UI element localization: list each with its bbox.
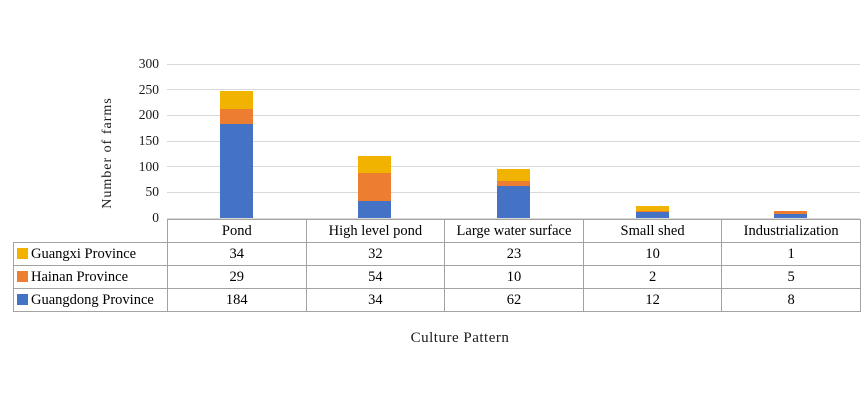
table-value-cell: 34 [305,288,446,312]
table-value-cell: 10 [582,242,723,266]
legend-label: Guangxi Province [31,245,137,262]
x-axis-title: Culture Pattern [410,330,510,346]
y-tick-label-250: 250 [138,81,159,97]
table-value-cell: 8 [721,288,861,312]
table-header-cell-industrialization: Industrialization [721,219,861,243]
legend-swatch-icon [17,293,28,305]
legend-cell-guangdong-province: Guangdong Province [13,288,168,312]
data-table: Pond High level pond Large water surface Sm… [13,219,861,312]
table-value-cell: 32 [305,242,446,266]
y-tick-label-200: 200 [138,107,159,123]
bar-segment-hainan-province [497,181,530,187]
y-tick-label-50: 50 [145,184,160,200]
bar-segment-guangdong-province [219,123,253,218]
gridline-y-150 [167,140,860,142]
table-value-cell: 1 [721,242,861,266]
bar-small-shed [635,205,669,218]
bar-segment-guangdong-province [774,213,808,218]
table-value-cell: 10 [444,265,584,289]
bar-segment-guangdong-province [358,200,392,218]
table-header-cell-high-level-pond: High level pond [305,219,446,243]
bar-pond [219,91,253,218]
gridline-y-200 [167,114,860,116]
table-header-cell-pond: Pond [167,219,307,243]
table-header-cell-small-shed: Small shed [582,219,723,243]
table-row-guangxi-province: Guangxi Province 34 32 23 10 1 [13,242,861,266]
table-value-cell: 34 [167,242,307,266]
table-header-row: Pond High level pond Large water surface Sm… [14,219,861,243]
table-header-cell-large-water-surface: Large water surface [444,219,584,243]
bar-large-water-surface [497,169,530,218]
bar-industrialization [774,210,808,218]
bar-segment-guangxi-province [358,156,392,173]
gridline-y-0 [167,217,860,219]
bar-segment-guangdong-province [497,186,530,218]
legend-swatch-icon [17,247,28,259]
table-value-cell: 184 [167,288,307,312]
table-value-cell: 54 [305,265,446,289]
table-value-cell: 29 [167,265,307,289]
table-value-cell: 62 [444,288,584,312]
bar-segment-hainan-province [774,211,808,214]
table-value-cell: 12 [582,288,723,312]
table-row-guangdong-province: Guangdong Province 184 34 62 12 8 [13,288,861,312]
y-tick-label-150: 150 [138,133,159,148]
legend-cell-hainan-province: Hainan Province [13,265,168,289]
y-tick-label-300: 300 [138,56,159,71]
y-tick-label-100: 100 [138,158,159,174]
bar-segment-guangxi-province [497,169,530,182]
legend-label: Hainan Province [31,268,129,285]
table-row-hainan-province: Hainan Province 29 54 10 2 5 [13,265,861,289]
table-value-cell: 23 [444,242,584,266]
y-tick-label-0: 0 [152,210,159,225]
bar-segment-hainan-province [635,210,669,212]
bar-segment-hainan-province [219,108,253,124]
bar-high-level-pond [358,156,392,218]
gridline-y-250 [167,89,860,91]
bar-segment-guangxi-province [774,210,808,212]
bar-segment-guangdong-province [635,211,669,218]
legend-label: Guangdong Province [31,291,154,308]
gridline-y-100 [167,166,860,168]
bar-segment-guangxi-province [219,91,253,109]
bar-segment-guangxi-province [635,205,669,211]
bar-segment-hainan-province [358,172,392,201]
table-value-cell: 5 [721,265,861,289]
legend-swatch-icon [17,270,28,282]
legend-cell-guangxi-province: Guangxi Province [13,242,168,266]
gridline-y-300 [167,63,860,65]
table-value-cell: 2 [582,265,723,289]
